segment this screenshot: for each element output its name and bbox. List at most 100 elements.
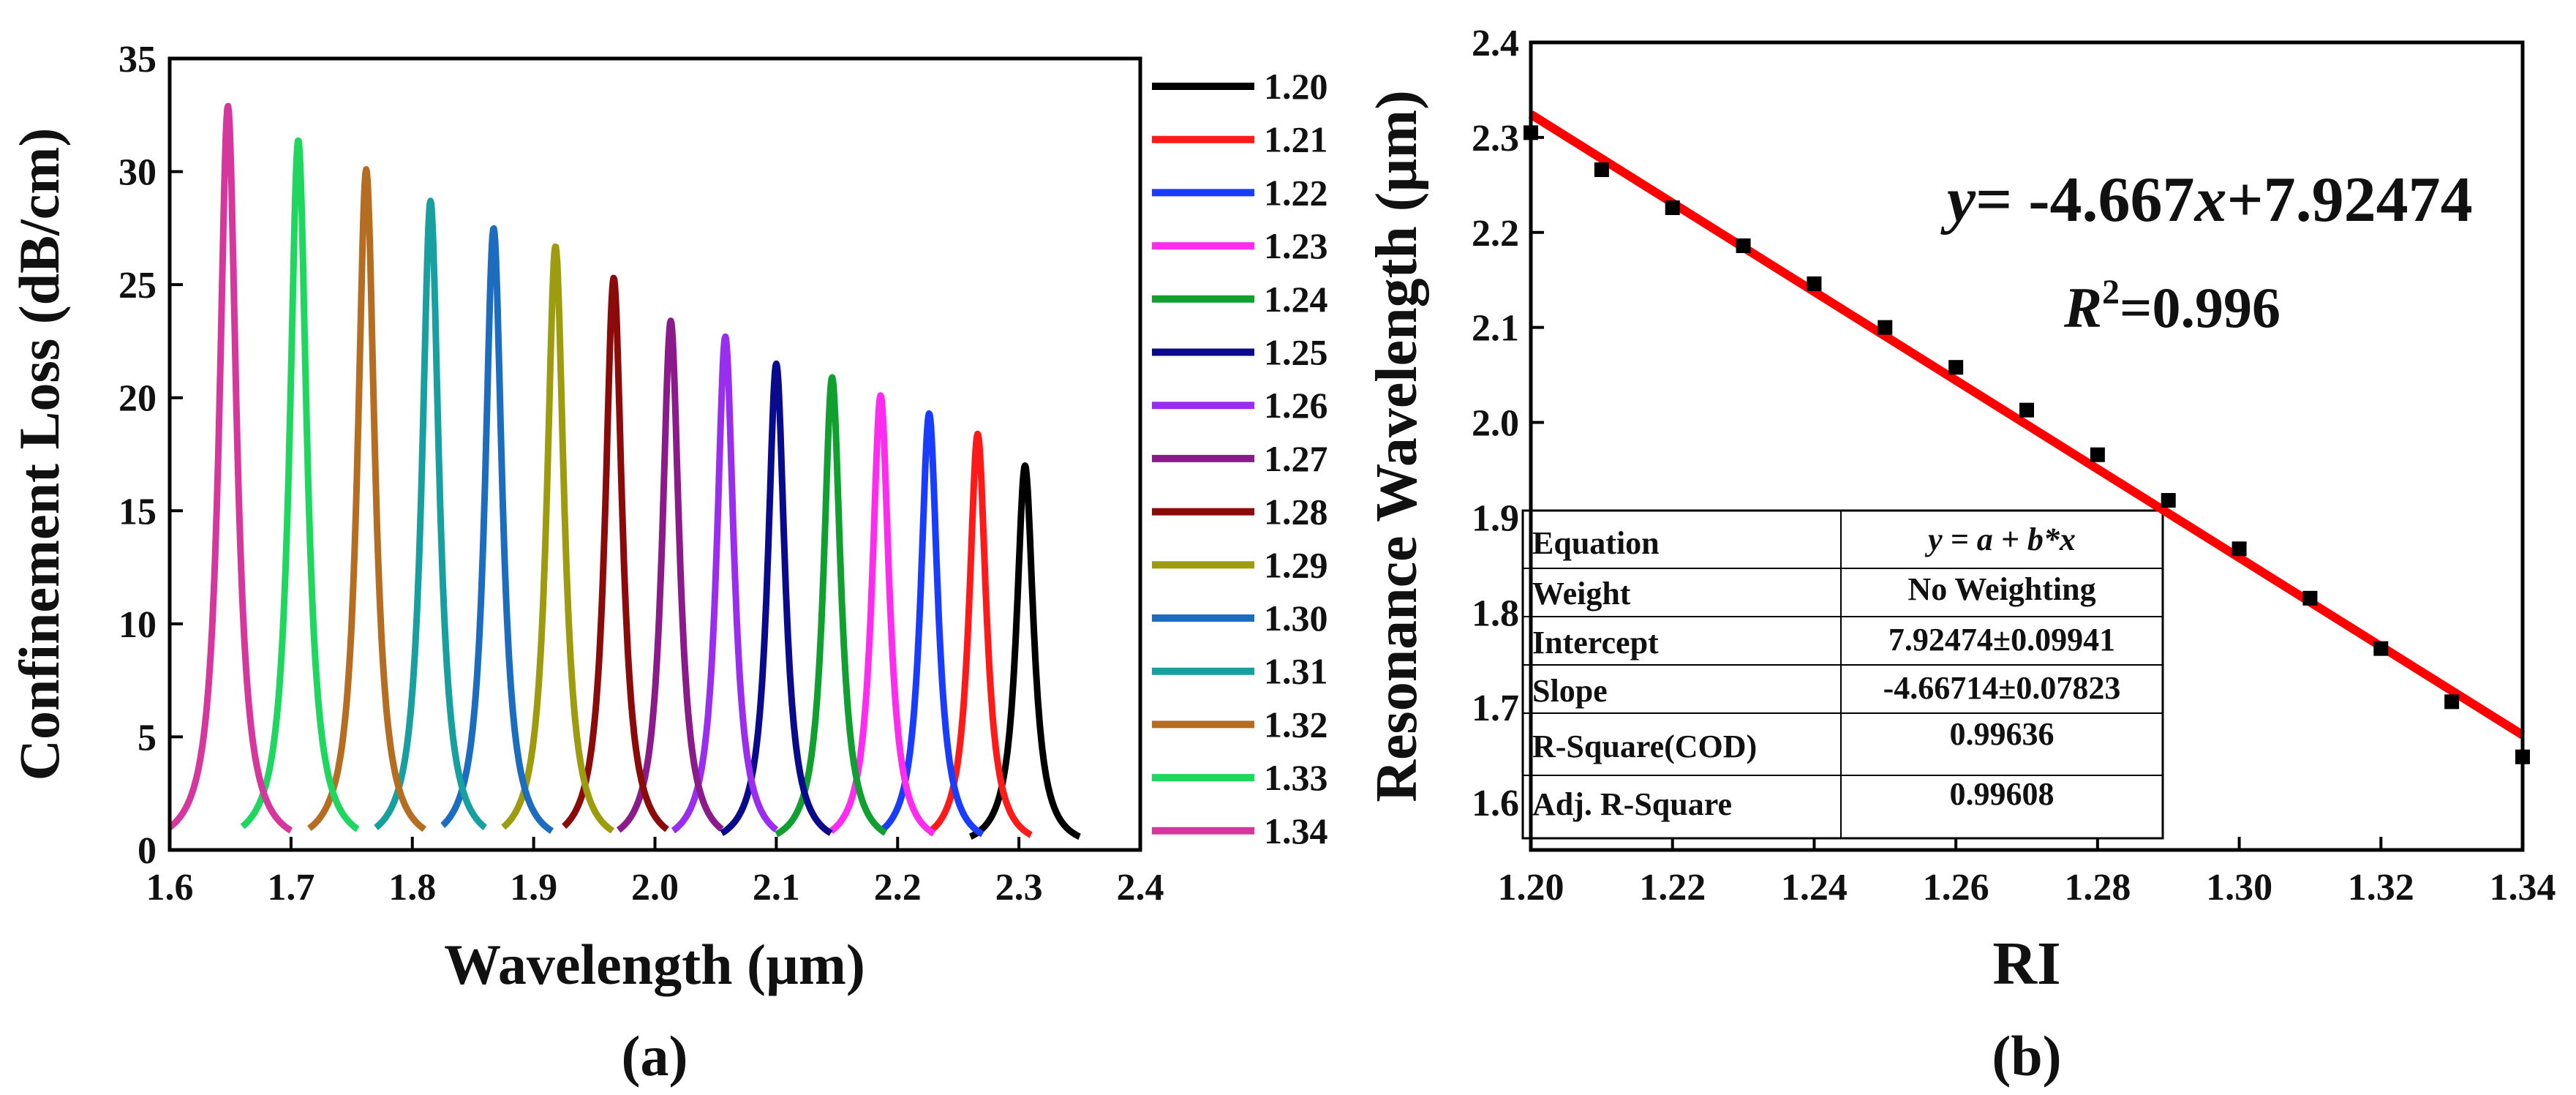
a-legend: 1.20 1.21 1.22 1.23 1.24 1.25 1.26 1.27 1.28 1.29…: [1152, 66, 1328, 851]
b-x-tick-label: 1.32: [2348, 867, 2414, 908]
table-row-rsquare-label: R-Square(COD): [1532, 729, 1757, 764]
a-legend-label-1.31: 1.31: [1264, 651, 1328, 692]
r-squared: R2=0.996: [2063, 273, 2281, 339]
a-y-tick-label: 15: [118, 491, 157, 533]
b-y-axis-title: Resonance Wavelength (µm): [1365, 90, 1429, 802]
a-legend-label-1.20: 1.20: [1264, 66, 1328, 107]
a-curve-1.33: [240, 137, 361, 832]
panel-b-linear-fit: 1.20 1.22 1.24 1.26 1.28 1.30 1.32 1.34 1.6 1.7 1…: [1365, 23, 2556, 1088]
a-legend-label-1.27: 1.27: [1264, 438, 1328, 479]
table-row-intercept-label: Intercept: [1532, 625, 1659, 661]
b-data-point: [1878, 320, 1893, 335]
a-x-tick-label: 1.8: [388, 867, 436, 908]
b-data-point: [1736, 238, 1751, 253]
table-row-weight-label: Weight: [1532, 576, 1631, 612]
b-data-point: [2019, 402, 2034, 418]
a-curve-1.31: [373, 197, 488, 831]
a-curve-1.21: [925, 430, 1034, 838]
a-y-tick-label: 25: [118, 265, 157, 306]
b-data-point: [2232, 541, 2247, 557]
b-x-tick-label: 1.24: [1781, 867, 1848, 908]
b-x-ticks: 1.20 1.22 1.24 1.26 1.28 1.30 1.32 1.34: [1498, 837, 2556, 908]
b-y-tick-label: 2.2: [1472, 213, 1519, 255]
b-y-tick-label: 1.8: [1472, 592, 1519, 634]
a-y-tick-label: 30: [118, 152, 157, 194]
b-data-point: [2090, 447, 2105, 462]
a-x-tick-label: 1.9: [510, 867, 557, 908]
a-legend-label-1.21: 1.21: [1264, 119, 1328, 160]
a-legend-label-1.32: 1.32: [1264, 704, 1328, 745]
a-curve-1.22: [876, 410, 985, 838]
r-squared-value: =0.996: [2120, 276, 2281, 339]
b-x-tick-label: 1.28: [2064, 867, 2131, 908]
fit-equation-y: y: [1940, 165, 1976, 236]
a-x-tick-label: 1.6: [146, 867, 194, 908]
a-y-ticks: 0 5 10 15 20 25 30 35: [118, 39, 183, 872]
a-curves: [167, 102, 1082, 840]
b-data-point: [1594, 162, 1609, 178]
a-legend-label-1.23: 1.23: [1264, 225, 1328, 266]
a-legend-label-1.26: 1.26: [1264, 385, 1328, 426]
b-y-tick-label: 2.3: [1472, 118, 1519, 159]
b-plot-frame: [1529, 40, 2525, 852]
a-x-tick-label: 2.4: [1117, 867, 1164, 908]
table-row-intercept-value: 7.92474±0.09941: [1888, 622, 2115, 658]
b-data-point: [2302, 590, 2318, 606]
a-legend-label-1.29: 1.29: [1264, 544, 1328, 585]
a-x-axis-title: Wavelength (µm): [444, 933, 865, 996]
a-curve-1.29: [500, 243, 615, 834]
linear-fit-line: [1528, 110, 2526, 739]
a-legend-label-1.34: 1.34: [1264, 810, 1328, 851]
b-y-tick-label: 1.7: [1472, 688, 1519, 729]
table-row-equation-value: y = a + b*x: [1924, 522, 2076, 557]
a-curve-1.28: [561, 274, 670, 832]
b-data-point: [1948, 360, 1964, 375]
b-y-tick-label: 2.4: [1472, 23, 1519, 64]
a-curve-1.32: [306, 166, 427, 832]
b-x-tick-label: 1.22: [1639, 867, 1706, 908]
a-x-tick-label: 2.2: [874, 867, 922, 908]
a-curve-1.34: [167, 102, 294, 834]
a-legend-label-1.22: 1.22: [1264, 172, 1328, 213]
b-y-tick-label: 1.9: [1472, 497, 1519, 539]
b-data-point: [1665, 200, 1680, 215]
fit-equation: y= -4.667x+7.92474: [1940, 165, 2473, 236]
a-x-tick-label: 2.0: [631, 867, 679, 908]
b-x-tick-label: 1.34: [2490, 867, 2556, 908]
table-row-adj-rsquare-label: Adj. R-Square: [1532, 786, 1732, 822]
a-legend-label-1.33: 1.33: [1264, 757, 1328, 798]
panel-b-label: (b): [1992, 1024, 2061, 1088]
b-y-tick-label: 1.6: [1472, 783, 1519, 824]
b-data-point: [2161, 493, 2176, 508]
a-x-ticks: 1.6 1.7 1.8 1.9 2.0 2.1 2.2 2.3 2.4: [146, 837, 1164, 908]
a-y-axis-title: Confinement Loss (dB/cm): [7, 128, 71, 781]
b-x-tick-label: 1.20: [1498, 867, 1564, 908]
fit-equation-x: x: [2193, 165, 2227, 236]
b-data-points: [1524, 125, 2530, 764]
b-data-point: [2373, 641, 2389, 656]
a-x-tick-label: 2.1: [753, 867, 800, 908]
panel-a-loss-spectra: 1.6 1.7 1.8 1.9 2.0 2.1 2.2 2.3 2.4 0 5 10 15 20 25 30…: [7, 39, 1328, 1088]
a-curve-1.25: [719, 360, 834, 836]
a-y-tick-label: 0: [138, 830, 157, 872]
a-curve-1.26: [670, 333, 779, 834]
b-x-tick-label: 1.30: [2206, 867, 2272, 908]
table-row-slope-label: Slope: [1532, 673, 1608, 709]
a-legend-label-1.25: 1.25: [1264, 332, 1328, 373]
a-y-tick-label: 5: [138, 717, 157, 759]
a-curve-1.20: [968, 462, 1082, 840]
fit-equation-eq: = -4.667: [1976, 165, 2194, 236]
r-squared-R: R: [2063, 276, 2102, 339]
fit-statistics-table: Equation y = a + b*x Weight No Weighting…: [1521, 509, 2164, 840]
a-y-tick-label: 20: [118, 378, 157, 420]
a-y-tick-label: 35: [118, 39, 157, 80]
a-x-tick-label: 1.7: [267, 867, 315, 908]
a-curve-1.23: [828, 392, 937, 837]
b-y-tick-label: 2.1: [1472, 308, 1519, 350]
b-y-tick-label: 2.0: [1472, 403, 1519, 445]
b-data-point: [1807, 276, 1822, 291]
table-row-rsquare-value: 0.99636: [1950, 716, 2055, 752]
b-x-axis-title: RI: [1992, 930, 2060, 998]
table-row-adj-rsquare-value: 0.99608: [1950, 776, 2055, 812]
